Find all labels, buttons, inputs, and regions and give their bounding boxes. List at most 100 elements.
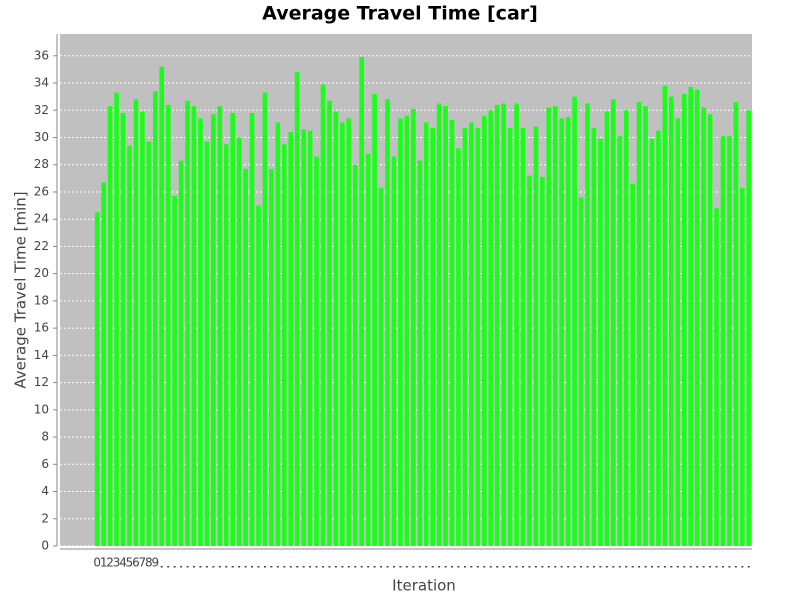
bar	[307, 130, 313, 546]
bar	[740, 187, 745, 546]
bar	[443, 106, 448, 546]
x-tick-ellipsis	[567, 566, 570, 568]
y-tick-label: 26	[34, 184, 49, 198]
bar	[172, 196, 177, 547]
x-tick-ellipsis	[651, 566, 654, 568]
x-tick-ellipsis	[180, 566, 183, 568]
bar	[346, 118, 352, 546]
x-tick-ellipsis	[205, 566, 208, 568]
bar	[178, 160, 184, 546]
bar	[449, 119, 455, 546]
bar	[636, 102, 642, 546]
x-tick-ellipsis	[296, 566, 299, 568]
bar	[133, 99, 139, 547]
x-tick-ellipsis	[276, 566, 279, 568]
bar	[746, 110, 752, 547]
x-tick-ellipsis	[489, 566, 492, 568]
x-tick-ellipsis	[483, 566, 486, 568]
bar	[540, 176, 545, 546]
x-tick-ellipsis	[173, 566, 176, 568]
bar	[533, 126, 539, 547]
bar	[675, 118, 681, 546]
bar	[301, 129, 306, 546]
y-tick-label: 16	[34, 321, 49, 335]
bar	[662, 85, 668, 546]
x-tick-ellipsis	[309, 566, 312, 568]
x-tick-ellipsis	[670, 566, 673, 568]
x-tick-ellipsis	[354, 566, 357, 568]
bar	[191, 106, 197, 546]
x-tick-ellipsis	[399, 566, 402, 568]
x-tick-ellipsis	[554, 566, 557, 568]
bar	[417, 160, 423, 546]
bar	[565, 117, 571, 546]
bar	[572, 96, 577, 546]
bar	[656, 130, 661, 546]
x-tick-ellipsis	[244, 566, 247, 568]
bar	[198, 118, 203, 546]
bar	[488, 110, 494, 547]
x-tick-ellipsis	[444, 566, 447, 568]
x-tick-ellipsis	[199, 566, 202, 568]
bar	[688, 87, 694, 546]
bar	[546, 107, 552, 546]
x-tick-ellipsis	[734, 566, 737, 568]
x-tick-ellipsis	[741, 566, 744, 568]
x-tick-ellipsis	[167, 566, 170, 568]
bar	[314, 156, 319, 546]
x-tick-label: 5	[126, 556, 134, 570]
x-tick-ellipsis	[360, 566, 363, 568]
x-tick-ellipsis	[186, 566, 189, 568]
bar	[643, 106, 648, 546]
x-tick-ellipsis	[715, 566, 718, 568]
x-tick-ellipsis	[676, 566, 679, 568]
y-tick-label: 30	[34, 130, 49, 144]
bar	[707, 114, 713, 546]
x-tick-ellipsis	[373, 566, 376, 568]
x-tick-ellipsis	[625, 566, 628, 568]
x-tick-label: 2	[106, 556, 114, 570]
x-tick-ellipsis	[451, 566, 454, 568]
x-tick-label: 3	[113, 556, 121, 570]
bar	[391, 156, 397, 546]
x-tick-ellipsis	[612, 566, 615, 568]
bar	[107, 106, 113, 546]
x-tick-ellipsis	[476, 566, 479, 568]
x-tick-ellipsis	[328, 566, 331, 568]
y-tick-label: 22	[34, 239, 49, 253]
x-tick-ellipsis	[541, 566, 544, 568]
x-tick-ellipsis	[425, 566, 428, 568]
bar	[527, 175, 532, 547]
x-tick-ellipsis	[689, 566, 692, 568]
bar	[262, 92, 268, 546]
x-tick-ellipsis	[251, 566, 254, 568]
x-tick-ellipsis	[225, 566, 228, 568]
bar	[701, 107, 706, 546]
x-tick-ellipsis	[283, 566, 286, 568]
x-tick-ellipsis	[257, 566, 260, 568]
x-tick-ellipsis	[231, 566, 234, 568]
x-tick-ellipsis	[521, 566, 524, 568]
y-tick-label: 28	[34, 157, 49, 171]
x-tick-ellipsis	[218, 566, 221, 568]
x-tick-ellipsis	[502, 566, 505, 568]
bar	[552, 106, 558, 546]
x-tick-ellipsis	[212, 566, 215, 568]
y-tick-label: 24	[34, 212, 49, 226]
x-tick-ellipsis	[160, 566, 163, 568]
bar	[559, 118, 565, 546]
x-tick-ellipsis	[509, 566, 512, 568]
x-tick-ellipsis	[392, 566, 395, 568]
y-tick-label: 2	[41, 511, 49, 525]
bar	[423, 122, 429, 547]
x-tick-ellipsis	[405, 566, 408, 568]
y-tick-label: 6	[41, 457, 49, 471]
bar	[462, 127, 468, 546]
x-tick-ellipsis	[334, 566, 337, 568]
bar	[404, 115, 410, 547]
bar	[604, 111, 610, 547]
x-tick-ellipsis	[605, 566, 608, 568]
bar	[152, 91, 158, 546]
x-tick-ellipsis	[728, 566, 731, 568]
bar	[269, 168, 274, 546]
